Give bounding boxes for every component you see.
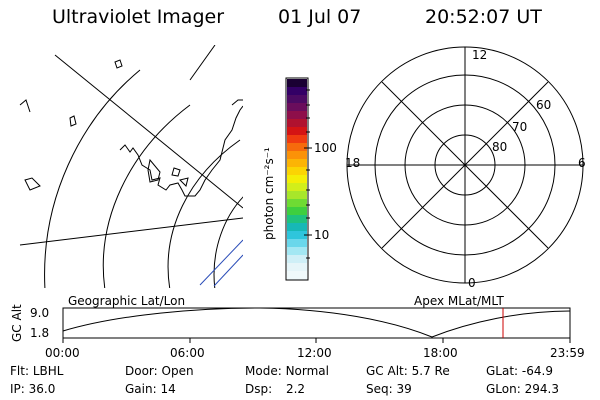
status-gc-alt: GC Alt: 5.7 Re [366,364,450,378]
status-gain-value: 14 [160,382,176,396]
colorbar-band [287,159,307,168]
mlt-label-6: 6 [578,156,586,170]
colorbar-band [287,223,307,232]
colorbar-ticks [304,89,312,259]
colorbar-band [287,263,307,272]
status-glon: GLon: 294.3 [486,382,559,396]
date-label: 01 Jul 07 [278,6,362,28]
status-glon-value: 294.3 [524,382,559,396]
colorbar-unit-label: photon cm⁻²s⁻¹ [262,147,276,240]
colorbar-band [287,167,307,176]
altitude-x-tick-1: 06:00 [170,346,205,360]
altitude-plot [62,307,571,343]
app-title: Ultraviolet Imager [52,6,225,28]
status-door-value: Open [161,364,194,378]
lat-label-60: 60 [536,98,552,112]
colorbar-band [287,111,307,120]
polar-plot [346,46,584,284]
altitude-curve [62,307,571,338]
mlt-label-0: 0 [468,276,476,290]
colorbar-band [287,183,307,192]
colorbar-band [287,151,307,160]
altitude-x-tick-0: 00:00 [45,346,80,360]
colorbar-tick-10: 10 [314,228,330,242]
altitude-axis-label: GC Alt [10,304,24,342]
status-mode: Mode: Normal [245,364,329,378]
colorbar-band [287,271,307,280]
altitude-x-tick-3: 18:00 [423,346,458,360]
colorbar-band [287,119,307,128]
altitude-y-tick-max: 9.0 [30,306,50,320]
colorbar-band [287,255,307,264]
colorbar-tick-100: 100 [314,141,337,155]
colorbar-band [287,239,307,248]
time-label: 20:52:07 UT [425,6,542,28]
status-mode-value: Normal [285,364,329,378]
colorbar-band [287,135,307,144]
map-caption: Geographic Lat/Lon [68,294,186,308]
status-seq: Seq: 39 [366,382,412,396]
colorbar-band [287,175,307,184]
status-filter: Flt: LBHL [10,364,64,378]
mlt-label-12: 12 [472,48,488,62]
colorbar [287,79,307,280]
colorbar-band [287,127,307,136]
status-filter-value: LBHL [32,364,64,378]
colorbar-band [287,191,307,200]
status-door: Door: Open [125,364,194,378]
colorbar-band [287,199,307,208]
colorbar-band [287,79,307,88]
status-dsp-value: 2.2 [285,382,306,396]
status-seq-value: 39 [396,382,412,396]
status-dsp: Dsp: 2.2 [245,382,306,396]
altitude-x-tick-2: 12:00 [297,346,332,360]
colorbar-band [287,87,307,96]
mlt-label-18: 18 [345,156,361,170]
geographic-map [19,45,243,288]
colorbar-band [287,103,307,112]
status-gc-alt-value: 5.7 Re [411,364,450,378]
status-glat-value: -64.9 [521,364,553,378]
altitude-x-ticks [62,338,571,343]
lat-label-80: 80 [492,140,508,154]
colorbar-band [287,247,307,256]
altitude-x-tick-4: 23:59 [550,346,585,360]
colorbar-band [287,95,307,104]
lat-label-70: 70 [512,120,528,134]
colorbar-band [287,207,307,216]
apex-caption: Apex MLat/MLT [414,294,504,308]
colorbar-frame [285,77,309,281]
status-ip-value: 36.0 [28,382,56,396]
colorbar-band [287,231,307,240]
colorbar-band [287,143,307,152]
status-ip: IP: 36.0 [10,382,56,396]
status-glat: GLat: -64.9 [486,364,553,378]
colorbar-band [287,215,307,224]
status-gain: Gain: 14 [125,382,176,396]
altitude-y-tick-min: 1.8 [30,326,50,340]
